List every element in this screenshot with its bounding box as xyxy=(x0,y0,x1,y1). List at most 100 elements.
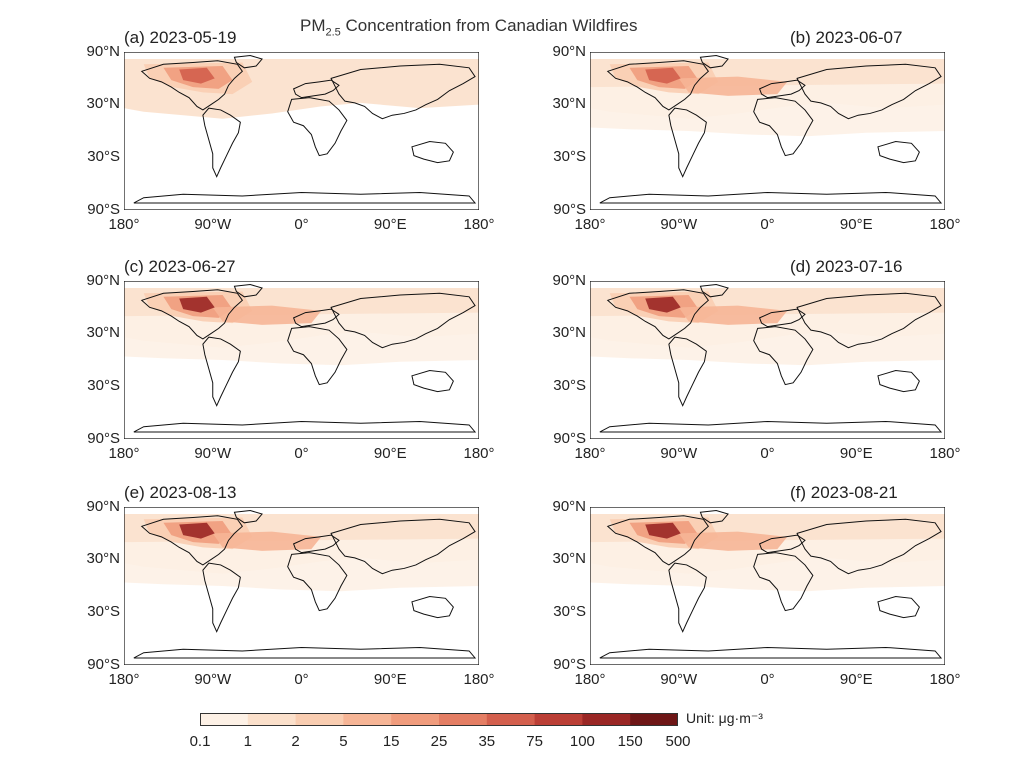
lat-tick-label: 30°S xyxy=(87,603,120,620)
coastline xyxy=(600,647,941,658)
lat-tick-label: 30°S xyxy=(553,148,586,165)
colorbar-segment xyxy=(534,713,583,726)
lon-tick-label: 180° xyxy=(108,671,140,688)
map-canvas xyxy=(590,281,945,439)
coastline xyxy=(669,108,706,176)
coastline xyxy=(754,98,813,156)
smoke-plume xyxy=(179,67,215,84)
coastline xyxy=(134,647,475,658)
lat-tick-label: 30°N xyxy=(86,324,120,341)
coastline xyxy=(294,535,339,553)
lat-tick-label: 90°S xyxy=(553,201,586,218)
smoke-plume xyxy=(124,312,479,366)
coastline xyxy=(878,371,919,392)
lat-tick-label: 90°S xyxy=(87,656,120,673)
coastline xyxy=(669,337,706,405)
colorbar-tick-label: 75 xyxy=(526,733,543,750)
colorbar-segment xyxy=(200,713,249,726)
coastline xyxy=(412,142,453,163)
lat-tick-label: 30°S xyxy=(87,148,120,165)
lat-tick-label: 90°N xyxy=(86,43,120,60)
coastline xyxy=(412,371,453,392)
colorbar-segment xyxy=(582,713,631,726)
map-panel: (d) 2023-07-16 90°N 30°N 30°S 90°S 180° 90°W 0°… xyxy=(552,257,960,462)
coastline xyxy=(600,421,941,432)
smoke-plume xyxy=(124,538,479,592)
lat-tick-label: 90°N xyxy=(552,43,586,60)
coastline xyxy=(412,597,453,618)
map-panel: (e) 2023-08-13 90°N 30°N 30°S 90°S 180° 90°W 0°… xyxy=(86,483,494,688)
lon-tick-label: 90°E xyxy=(839,445,873,462)
lat-tick-label: 30°S xyxy=(87,377,120,394)
lon-tick-label: 180° xyxy=(463,445,495,462)
smoke-plume xyxy=(590,538,945,592)
lon-tick-label: 180° xyxy=(929,216,961,233)
lon-tick-label: 180° xyxy=(574,216,606,233)
colorbar-segment xyxy=(295,713,344,726)
smoke-plume xyxy=(590,312,945,366)
lon-tick-label: 90°W xyxy=(660,671,698,688)
lon-tick-label: 90°W xyxy=(194,216,232,233)
coastline xyxy=(700,56,728,68)
coastline xyxy=(142,516,243,565)
coastline xyxy=(608,290,709,339)
panel-label: (d) 2023-07-16 xyxy=(790,257,903,276)
lon-tick-label: 0° xyxy=(294,216,309,233)
coastline xyxy=(878,597,919,618)
colorbar-unit: Unit: μg·m⁻³ xyxy=(686,710,763,726)
coastline xyxy=(760,535,805,553)
coastline xyxy=(331,519,475,573)
coastline xyxy=(134,421,475,432)
panel-label: (a) 2023-05-19 xyxy=(124,28,237,47)
lat-tick-label: 30°N xyxy=(552,95,586,112)
coastline xyxy=(142,61,243,110)
panel-label: (f) 2023-08-21 xyxy=(790,483,898,502)
map-panel: (c) 2023-06-27 90°N 30°N 30°S 90°S 180° 90°W 0°… xyxy=(86,257,494,462)
coastline xyxy=(234,511,262,523)
lon-tick-label: 180° xyxy=(574,671,606,688)
smoke-plume xyxy=(179,522,215,539)
coastline xyxy=(669,563,706,631)
coastline xyxy=(608,61,709,110)
lat-tick-label: 90°N xyxy=(552,498,586,515)
lat-tick-label: 30°N xyxy=(552,324,586,341)
coastline xyxy=(203,563,240,631)
coastline xyxy=(234,285,262,297)
coastline xyxy=(600,192,941,203)
lon-tick-label: 0° xyxy=(294,445,309,462)
lon-tick-label: 180° xyxy=(929,445,961,462)
colorbar-tick-label: 35 xyxy=(478,733,496,750)
lon-tick-label: 180° xyxy=(463,216,495,233)
lat-tick-label: 30°S xyxy=(553,377,586,394)
smoke-plume xyxy=(645,296,681,313)
lon-tick-label: 90°W xyxy=(660,445,698,462)
map-canvas xyxy=(124,281,479,439)
lon-tick-label: 90°E xyxy=(373,671,407,688)
colorbar-segment xyxy=(439,713,488,726)
map-canvas xyxy=(124,52,479,210)
map-canvas xyxy=(590,507,945,665)
coastline xyxy=(142,290,243,339)
coastline xyxy=(797,64,941,118)
lon-tick-label: 90°E xyxy=(373,216,407,233)
coastline xyxy=(134,192,475,203)
colorbar-tick-label: 0.1 xyxy=(189,733,211,750)
lat-tick-label: 30°S xyxy=(553,603,586,620)
map-canvas xyxy=(124,507,479,665)
colorbar-tick-label: 5 xyxy=(339,733,348,750)
coastline xyxy=(288,553,347,611)
coastline xyxy=(294,309,339,327)
coastline xyxy=(331,64,475,118)
smoke-plume xyxy=(590,83,945,137)
colorbar-tick-label: 500 xyxy=(665,733,691,750)
coastline xyxy=(797,293,941,347)
lon-tick-label: 0° xyxy=(294,671,309,688)
map-panel: (f) 2023-08-21 90°N 30°N 30°S 90°S 180° 90°W 0°… xyxy=(552,483,960,688)
lon-tick-label: 90°W xyxy=(660,216,698,233)
panel-label: (b) 2023-06-07 xyxy=(790,28,903,47)
lon-tick-label: 180° xyxy=(574,445,606,462)
lon-tick-label: 180° xyxy=(929,671,961,688)
coastline xyxy=(760,309,805,327)
colorbar-segment xyxy=(391,713,440,726)
colorbar-tick-label: 100 xyxy=(569,733,595,750)
